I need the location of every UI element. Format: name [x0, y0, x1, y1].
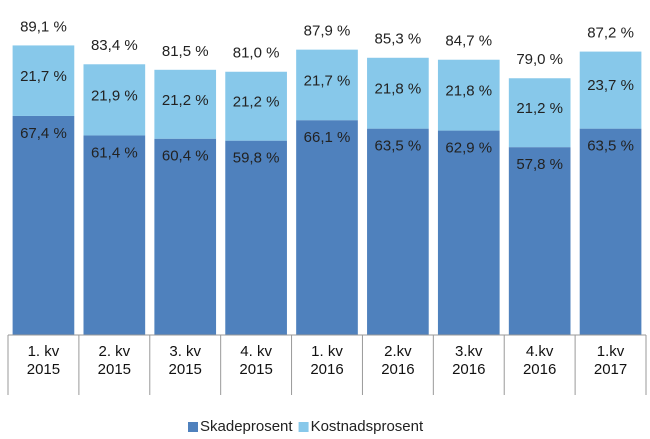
total-label: 87,9 % [304, 22, 351, 39]
legend-swatch [298, 422, 309, 432]
total-label: 79,0 % [516, 51, 563, 68]
bar-segment [367, 57, 429, 129]
value-label: 59,8 % [233, 150, 280, 167]
bar-segment [12, 45, 75, 116]
value-label: 63,5 % [375, 138, 422, 155]
value-label: 61,4 % [91, 144, 138, 161]
x-tick-label: 1.kv 2017 [593, 343, 628, 378]
value-label: 21,8 % [375, 81, 422, 98]
x-tick-label: 3.kv 2016 [452, 343, 486, 378]
bar-segment [437, 130, 500, 335]
value-label: 21,2 % [516, 100, 563, 117]
value-label: 21,2 % [233, 94, 280, 111]
legend-label: Kostnadsprosent [311, 418, 424, 435]
value-label: 57,8 % [516, 156, 563, 173]
bar-segment [437, 59, 500, 131]
x-tick-label: 4. kv 2015 [239, 343, 273, 378]
bar-segment [579, 128, 642, 335]
total-label: 85,3 % [375, 31, 422, 48]
x-tick-label: 1. kv 2016 [310, 343, 344, 378]
value-label: 23,7 % [587, 77, 634, 94]
total-label: 83,4 % [91, 37, 138, 54]
value-label: 21,8 % [445, 83, 492, 100]
value-label: 63,5 % [587, 138, 634, 155]
value-label: 21,7 % [20, 68, 67, 85]
bar-segment [154, 138, 217, 335]
legend-label: Skadeprosent [200, 418, 293, 435]
total-label: 81,0 % [233, 45, 280, 62]
bar-segment [508, 78, 571, 148]
bar-segment [579, 51, 642, 129]
x-tick-label: 4.kv 2016 [522, 343, 557, 378]
total-label: 81,5 % [162, 43, 209, 60]
value-label: 62,9 % [445, 140, 492, 157]
bar-segment [296, 120, 358, 335]
x-tick-label: 2. kv 2015 [97, 343, 132, 378]
value-label: 66,1 % [304, 129, 351, 146]
bar-segment [225, 71, 287, 141]
x-tick-label: 2.kv 2016 [381, 343, 415, 378]
x-tick-label: 3. kv 2015 [168, 343, 202, 378]
value-label: 67,4 % [20, 125, 67, 142]
value-label: 60,4 % [162, 148, 209, 165]
legend-swatch [188, 422, 198, 432]
bar-segment [225, 140, 287, 335]
total-label: 87,2 % [587, 25, 634, 42]
bar-segment [154, 69, 217, 139]
bar-segment [367, 128, 429, 335]
value-label: 21,7 % [304, 72, 351, 89]
value-label: 21,2 % [162, 92, 209, 109]
total-label: 89,1 % [20, 18, 67, 35]
value-label: 21,9 % [91, 87, 138, 104]
bar-segment [296, 49, 358, 121]
bar-segment [83, 64, 146, 136]
x-tick-label: 1. kv 2015 [26, 343, 61, 378]
total-label: 84,7 % [445, 33, 492, 50]
bar-segment [508, 147, 571, 335]
bar-segment [12, 115, 75, 335]
bar-segment [83, 135, 146, 335]
